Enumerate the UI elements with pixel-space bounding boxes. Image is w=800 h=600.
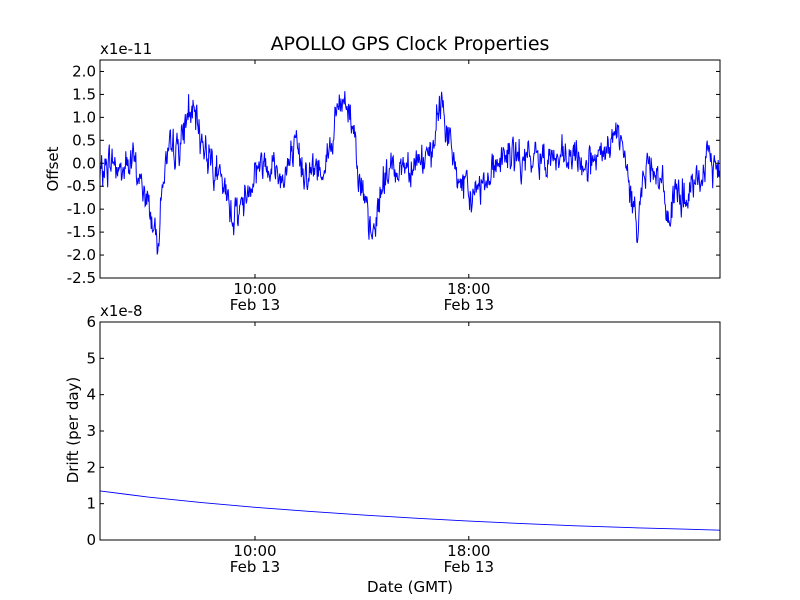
offset-ytick-label: -2.0	[67, 246, 96, 264]
drift-plot-area	[99, 321, 721, 541]
offset-axes-frame	[99, 59, 721, 279]
drift-ytick-label: 4	[86, 386, 96, 404]
offset-xtick-date-label: Feb 13	[230, 296, 280, 314]
drift-series-line	[100, 490, 720, 531]
drift-axes-frame	[99, 321, 721, 541]
offset-ytick-label: -2.5	[67, 269, 96, 287]
drift-ylabel: Drift (per day)	[64, 377, 82, 484]
drift-ytick-label: 1	[86, 495, 96, 513]
offset-ytick-label: -1.0	[67, 200, 96, 218]
figure-title: APOLLO GPS Clock Properties	[271, 33, 550, 55]
offset-ytick-label: -1.5	[67, 223, 96, 241]
drift-ytick-label: 6	[86, 313, 96, 331]
offset-ylabel: Offset	[44, 146, 62, 191]
drift-xtick-time-label: 18:00	[447, 542, 490, 560]
drift-ytick-label: 5	[86, 349, 96, 367]
offset-plot-area	[99, 59, 721, 279]
drift-xlabel: Date (GMT)	[367, 578, 453, 596]
offset-ytick-label: -0.5	[67, 177, 96, 195]
offset-ytick-label: 1.0	[72, 108, 96, 126]
drift-ytick-label: 0	[86, 531, 96, 549]
offset-scale-label: x1e-11	[100, 40, 152, 58]
offset-xtick-time-label: 18:00	[447, 280, 490, 298]
drift-xtick-date-label: Feb 13	[230, 558, 280, 576]
drift-ytick-label: 3	[86, 422, 96, 440]
offset-xtick-time-label: 10:00	[233, 280, 276, 298]
drift-ytick-label: 2	[86, 458, 96, 476]
drift-xtick-date-label: Feb 13	[444, 558, 494, 576]
offset-ytick-label: 0.0	[72, 154, 96, 172]
offset-ytick-label: 0.5	[72, 131, 96, 149]
drift-subplot: x1e-8 Drift (per day) Date (GMT) 0 1 2 3 4 5 6…	[64, 302, 721, 596]
drift-xtick-time-label: 10:00	[233, 542, 276, 560]
offset-ytick-label: 2.0	[72, 62, 96, 80]
offset-series-line	[100, 91, 720, 255]
offset-tick-labels: -2.5 -2.0 -1.5 -1.0 -0.5 0.0 0.5 1.0 1.5 2.0 10:00…	[67, 62, 494, 314]
offset-subplot: x1e-11 Offset -2.5 -2.0 -1.5 -1.0 -0.5 0.0 0.5…	[44, 40, 721, 314]
offset-ytick-label: 1.5	[72, 85, 96, 103]
drift-scale-label: x1e-8	[100, 302, 143, 320]
offset-xtick-date-label: Feb 13	[444, 296, 494, 314]
